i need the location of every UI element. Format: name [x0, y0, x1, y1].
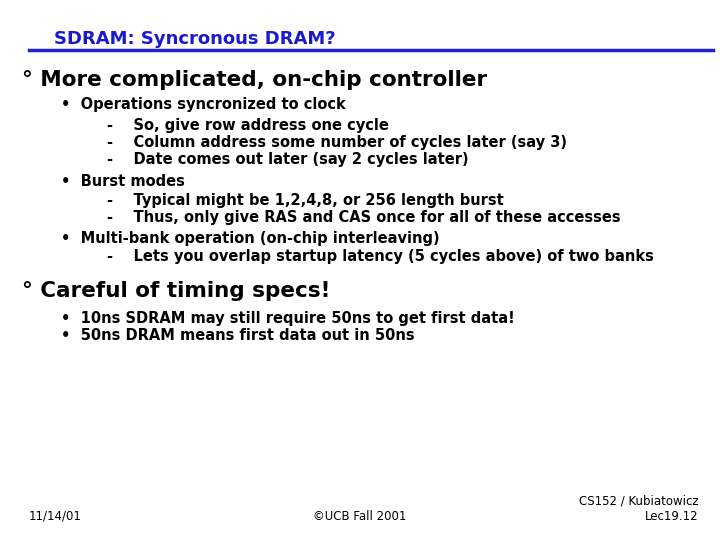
Text: ° More complicated, on-chip controller: ° More complicated, on-chip controller [22, 70, 487, 90]
Text: •  Burst modes: • Burst modes [61, 174, 185, 189]
Text: •  Multi-bank operation (on-chip interleaving): • Multi-bank operation (on-chip interlea… [61, 231, 440, 246]
Text: •  50ns DRAM means first data out in 50ns: • 50ns DRAM means first data out in 50ns [61, 328, 415, 343]
Text: -    Date comes out later (say 2 cycles later): - Date comes out later (say 2 cycles lat… [107, 152, 468, 167]
Text: -    Thus, only give RAS and CAS once for all of these accesses: - Thus, only give RAS and CAS once for a… [107, 210, 620, 225]
Text: •  Operations syncronized to clock: • Operations syncronized to clock [61, 97, 346, 112]
Text: -    Column address some number of cycles later (say 3): - Column address some number of cycles l… [107, 135, 567, 150]
Text: ©UCB Fall 2001: ©UCB Fall 2001 [313, 510, 407, 523]
Text: -    Lets you overlap startup latency (5 cycles above) of two banks: - Lets you overlap startup latency (5 cy… [107, 249, 654, 265]
Text: -    Typical might be 1,2,4,8, or 256 length burst: - Typical might be 1,2,4,8, or 256 lengt… [107, 193, 503, 208]
Text: 11/14/01: 11/14/01 [29, 510, 81, 523]
Text: CS152 / Kubiatowicz
Lec19.12: CS152 / Kubiatowicz Lec19.12 [579, 495, 698, 523]
Text: SDRAM: Syncronous DRAM?: SDRAM: Syncronous DRAM? [54, 30, 336, 48]
Text: ° Careful of timing specs!: ° Careful of timing specs! [22, 281, 330, 301]
Text: •  10ns SDRAM may still require 50ns to get first data!: • 10ns SDRAM may still require 50ns to g… [61, 310, 515, 326]
Text: -    So, give row address one cycle: - So, give row address one cycle [107, 118, 388, 133]
